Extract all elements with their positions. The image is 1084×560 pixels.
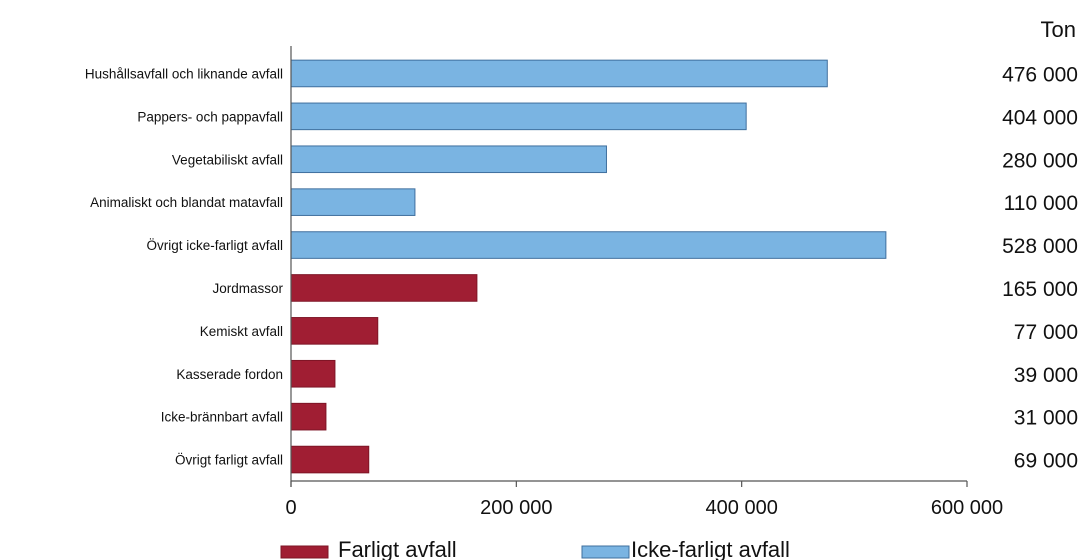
value-label-animaliskt-och-blandat-matavfall: 110 000 xyxy=(1004,192,1078,215)
value-label-ovrigt-icke-farligt-avfall: 528 000 xyxy=(1002,235,1078,258)
category-label-animaliskt-och-blandat-matavfall: Animaliskt och blandat matavfall xyxy=(90,195,283,210)
legend-swatch-farligt-avfall xyxy=(280,545,329,559)
bar-kasserade-fordon xyxy=(290,359,336,388)
unit-label: Ton xyxy=(1041,17,1076,42)
value-label-jordmassor: 165 000 xyxy=(1002,278,1078,301)
x-tick-label-400000: 400 000 xyxy=(706,497,778,519)
category-label-vegetabiliskt-avfall: Vegetabiliskt avfall xyxy=(172,152,283,167)
category-label-ovrigt-icke-farligt-avfall: Övrigt icke-farligt avfall xyxy=(146,238,283,253)
category-label-hushallsavfall-och-liknande-avfall: Hushållsavfall och liknande avfall xyxy=(85,66,283,81)
value-label-vegetabiliskt-avfall: 280 000 xyxy=(1002,149,1078,172)
category-label-pappers-och-pappavfall: Pappers- och pappavfall xyxy=(137,109,283,124)
x-tick-label-200000: 200 000 xyxy=(480,497,552,519)
bar-pappers-och-pappavfall xyxy=(290,102,747,131)
x-tick-label-600000: 600 000 xyxy=(931,497,1003,519)
value-label-kemiskt-avfall: 77 000 xyxy=(1014,321,1078,344)
legend: Farligt avfall Icke-farligt avfall xyxy=(280,537,790,560)
category-label-icke-brannbart-avfall: Icke-brännbart avfall xyxy=(161,410,283,425)
x-tick-label-0: 0 xyxy=(285,497,296,519)
bar-ovrigt-farligt-avfall xyxy=(290,445,370,474)
bar-ovrigt-icke-farligt-avfall xyxy=(290,231,887,259)
bar-kemiskt-avfall xyxy=(290,317,379,345)
value-label-hushallsavfall-och-liknande-avfall: 476 000 xyxy=(1002,63,1078,86)
bar-animaliskt-och-blandat-matavfall xyxy=(290,188,416,216)
value-label-icke-brannbart-avfall: 31 000 xyxy=(1014,407,1078,430)
axes-group: 0 200 000 400 000 600 000 xyxy=(285,46,1003,519)
category-label-kemiskt-avfall: Kemiskt avfall xyxy=(200,324,283,339)
legend-label-farligt-avfall: Farligt avfall xyxy=(338,537,457,560)
category-label-ovrigt-farligt-avfall: Övrigt farligt avfall xyxy=(175,453,283,468)
category-label-kasserade-fordon: Kasserade fordon xyxy=(176,367,283,382)
bars-group: Hushållsavfall och liknande avfall 476 00… xyxy=(85,59,1078,474)
legend-label-icke-farligt-avfall: Icke-farligt avfall xyxy=(631,537,790,560)
category-label-jordmassor: Jordmassor xyxy=(212,281,283,296)
bar-icke-brannbart-avfall xyxy=(290,402,327,431)
bar-hushallsavfall-och-liknande-avfall xyxy=(290,59,828,88)
legend-swatch-icke-farligt-avfall xyxy=(581,545,630,559)
value-label-kasserade-fordon: 39 000 xyxy=(1014,364,1078,387)
bar-vegetabiliskt-avfall xyxy=(290,145,607,174)
bar-jordmassor xyxy=(290,274,478,302)
value-label-ovrigt-farligt-avfall: 69 000 xyxy=(1014,450,1078,473)
value-label-pappers-och-pappavfall: 404 000 xyxy=(1002,106,1078,129)
